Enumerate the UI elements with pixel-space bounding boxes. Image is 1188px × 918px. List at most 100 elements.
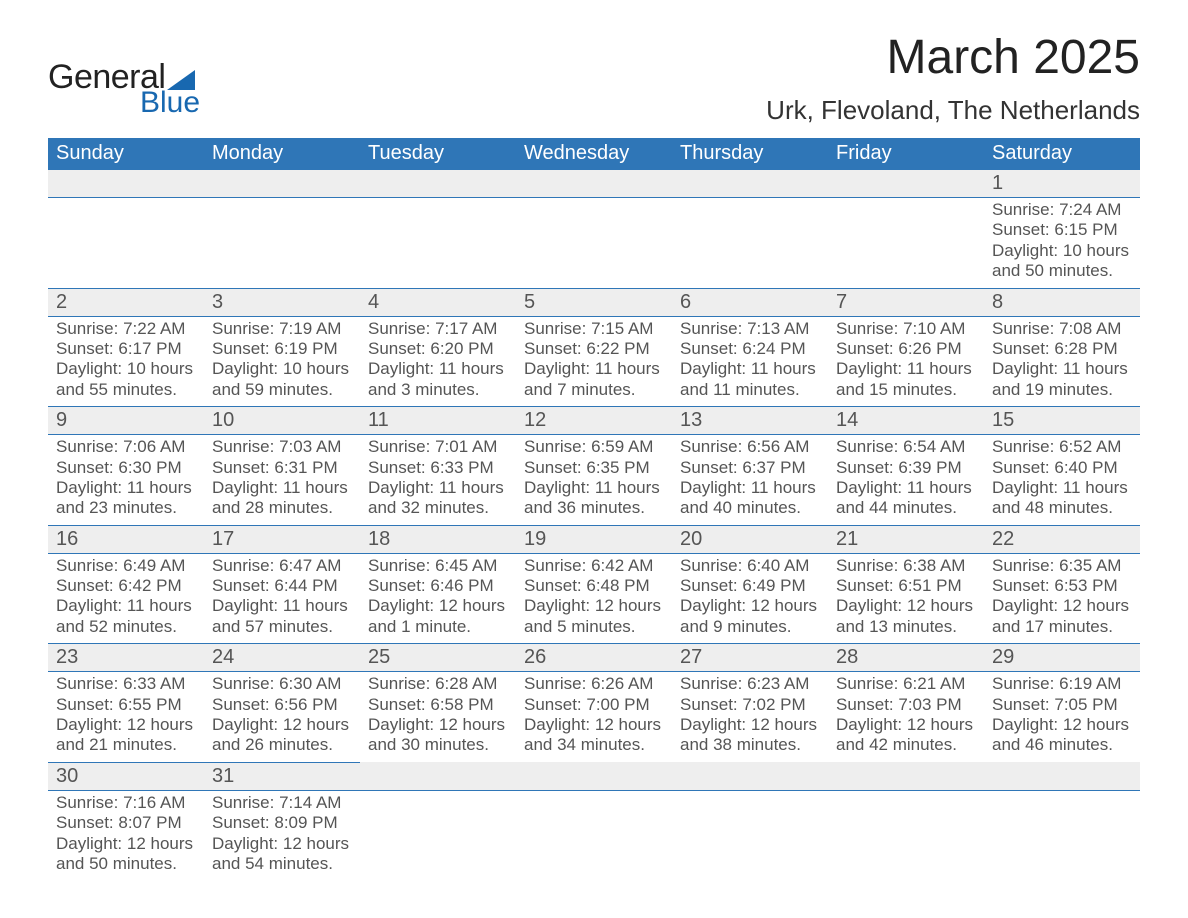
daylight-line: Daylight: 11 hours and 32 minutes. xyxy=(368,478,508,519)
day-number: 5 xyxy=(516,289,672,316)
daylight-line: Daylight: 11 hours and 28 minutes. xyxy=(212,478,352,519)
sunrise-line: Sunrise: 6:26 AM xyxy=(524,674,664,694)
day-data: Sunrise: 7:22 AMSunset: 6:17 PMDaylight:… xyxy=(48,317,204,407)
day-data xyxy=(672,198,828,224)
sunrise-line: Sunrise: 7:06 AM xyxy=(56,437,196,457)
day-header: Sunday xyxy=(48,138,204,170)
day-number: 18 xyxy=(360,526,516,553)
daylight-line: Daylight: 12 hours and 34 minutes. xyxy=(524,715,664,756)
sunrise-line: Sunrise: 6:54 AM xyxy=(836,437,976,457)
day-data: Sunrise: 6:30 AMSunset: 6:56 PMDaylight:… xyxy=(204,672,360,762)
day-data: Sunrise: 6:49 AMSunset: 6:42 PMDaylight:… xyxy=(48,554,204,644)
sunrise-line: Sunrise: 6:21 AM xyxy=(836,674,976,694)
daylight-line: Daylight: 12 hours and 46 minutes. xyxy=(992,715,1132,756)
day-number xyxy=(828,170,984,196)
day-number: 28 xyxy=(828,644,984,671)
day-number: 3 xyxy=(204,289,360,316)
sunrise-line: Sunrise: 6:28 AM xyxy=(368,674,508,694)
day-data: Sunrise: 6:23 AMSunset: 7:02 PMDaylight:… xyxy=(672,672,828,762)
day-header: Tuesday xyxy=(360,138,516,170)
daylight-line: Daylight: 12 hours and 1 minute. xyxy=(368,596,508,637)
sunset-line: Sunset: 6:28 PM xyxy=(992,339,1132,359)
day-data xyxy=(204,198,360,224)
day-number: 8 xyxy=(984,289,1140,316)
sunset-line: Sunset: 6:55 PM xyxy=(56,695,196,715)
sunrise-line: Sunrise: 6:49 AM xyxy=(56,556,196,576)
day-data: Sunrise: 7:16 AMSunset: 8:07 PMDaylight:… xyxy=(48,791,204,881)
daylight-line: Daylight: 10 hours and 59 minutes. xyxy=(212,359,352,400)
daylight-line: Daylight: 10 hours and 55 minutes. xyxy=(56,359,196,400)
day-number: 15 xyxy=(984,407,1140,434)
day-number: 14 xyxy=(828,407,984,434)
day-data xyxy=(360,198,516,224)
daylight-line: Daylight: 11 hours and 3 minutes. xyxy=(368,359,508,400)
day-data: Sunrise: 6:40 AMSunset: 6:49 PMDaylight:… xyxy=(672,554,828,644)
daylight-line: Daylight: 11 hours and 23 minutes. xyxy=(56,478,196,519)
day-number: 24 xyxy=(204,644,360,671)
day-data: Sunrise: 6:19 AMSunset: 7:05 PMDaylight:… xyxy=(984,672,1140,762)
day-number: 25 xyxy=(360,644,516,671)
day-number: 22 xyxy=(984,526,1140,553)
day-number: 26 xyxy=(516,644,672,671)
daylight-line: Daylight: 12 hours and 17 minutes. xyxy=(992,596,1132,637)
day-data xyxy=(828,198,984,224)
sunset-line: Sunset: 6:33 PM xyxy=(368,458,508,478)
sunset-line: Sunset: 7:03 PM xyxy=(836,695,976,715)
day-number: 10 xyxy=(204,407,360,434)
title-location: Urk, Flevoland, The Netherlands xyxy=(766,95,1140,126)
day-number: 29 xyxy=(984,644,1140,671)
day-number xyxy=(516,170,672,196)
day-number: 23 xyxy=(48,644,204,671)
logo: General Blue xyxy=(48,30,200,118)
daylight-line: Daylight: 11 hours and 19 minutes. xyxy=(992,359,1132,400)
sunset-line: Sunset: 6:40 PM xyxy=(992,458,1132,478)
sunset-line: Sunset: 6:30 PM xyxy=(56,458,196,478)
daylight-line: Daylight: 12 hours and 50 minutes. xyxy=(56,834,196,875)
daylight-line: Daylight: 11 hours and 40 minutes. xyxy=(680,478,820,519)
day-data: Sunrise: 6:47 AMSunset: 6:44 PMDaylight:… xyxy=(204,554,360,644)
daylight-line: Daylight: 12 hours and 30 minutes. xyxy=(368,715,508,756)
day-number: 30 xyxy=(48,763,204,790)
sunrise-line: Sunrise: 6:45 AM xyxy=(368,556,508,576)
title-block: March 2025 Urk, Flevoland, The Netherlan… xyxy=(766,30,1140,126)
daylight-line: Daylight: 11 hours and 52 minutes. xyxy=(56,596,196,637)
calendar-table: SundayMondayTuesdayWednesdayThursdayFrid… xyxy=(48,138,1140,880)
sunrise-line: Sunrise: 7:01 AM xyxy=(368,437,508,457)
day-number: 31 xyxy=(204,763,360,790)
day-data: Sunrise: 7:24 AMSunset: 6:15 PMDaylight:… xyxy=(984,198,1140,288)
sunset-line: Sunset: 6:53 PM xyxy=(992,576,1132,596)
daylight-line: Daylight: 12 hours and 38 minutes. xyxy=(680,715,820,756)
day-data: Sunrise: 7:13 AMSunset: 6:24 PMDaylight:… xyxy=(672,317,828,407)
sunrise-line: Sunrise: 7:13 AM xyxy=(680,319,820,339)
daylight-line: Daylight: 11 hours and 36 minutes. xyxy=(524,478,664,519)
calendar-body: 1Sunrise: 7:24 AMSunset: 6:15 PMDaylight… xyxy=(48,170,1140,881)
day-header: Monday xyxy=(204,138,360,170)
sunset-line: Sunset: 7:05 PM xyxy=(992,695,1132,715)
day-header: Thursday xyxy=(672,138,828,170)
day-number: 21 xyxy=(828,526,984,553)
sunset-line: Sunset: 8:07 PM xyxy=(56,813,196,833)
daylight-line: Daylight: 12 hours and 21 minutes. xyxy=(56,715,196,756)
sunset-line: Sunset: 7:00 PM xyxy=(524,695,664,715)
sunset-line: Sunset: 6:58 PM xyxy=(368,695,508,715)
sunrise-line: Sunrise: 6:35 AM xyxy=(992,556,1132,576)
sunset-line: Sunset: 6:19 PM xyxy=(212,339,352,359)
day-data xyxy=(828,791,984,817)
day-number: 1 xyxy=(984,170,1140,197)
sunrise-line: Sunrise: 6:47 AM xyxy=(212,556,352,576)
day-data xyxy=(672,791,828,817)
sunset-line: Sunset: 6:48 PM xyxy=(524,576,664,596)
sunset-line: Sunset: 6:42 PM xyxy=(56,576,196,596)
daylight-line: Daylight: 11 hours and 57 minutes. xyxy=(212,596,352,637)
daylight-line: Daylight: 12 hours and 5 minutes. xyxy=(524,596,664,637)
logo-word2: Blue xyxy=(140,88,200,118)
day-number: 4 xyxy=(360,289,516,316)
day-number: 27 xyxy=(672,644,828,671)
sunset-line: Sunset: 6:51 PM xyxy=(836,576,976,596)
day-number: 20 xyxy=(672,526,828,553)
day-data: Sunrise: 7:14 AMSunset: 8:09 PMDaylight:… xyxy=(204,791,360,881)
day-data: Sunrise: 7:19 AMSunset: 6:19 PMDaylight:… xyxy=(204,317,360,407)
day-header: Saturday xyxy=(984,138,1140,170)
day-data xyxy=(516,198,672,224)
day-number xyxy=(516,762,672,788)
